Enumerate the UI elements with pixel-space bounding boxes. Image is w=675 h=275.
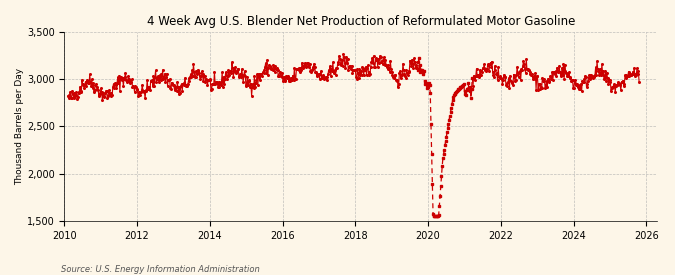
Title: 4 Week Avg U.S. Blender Net Production of Reformulated Motor Gasoline: 4 Week Avg U.S. Blender Net Production o… <box>146 15 575 28</box>
Text: Source: U.S. Energy Information Administration: Source: U.S. Energy Information Administ… <box>61 265 259 274</box>
Y-axis label: Thousand Barrels per Day: Thousand Barrels per Day <box>15 68 24 185</box>
